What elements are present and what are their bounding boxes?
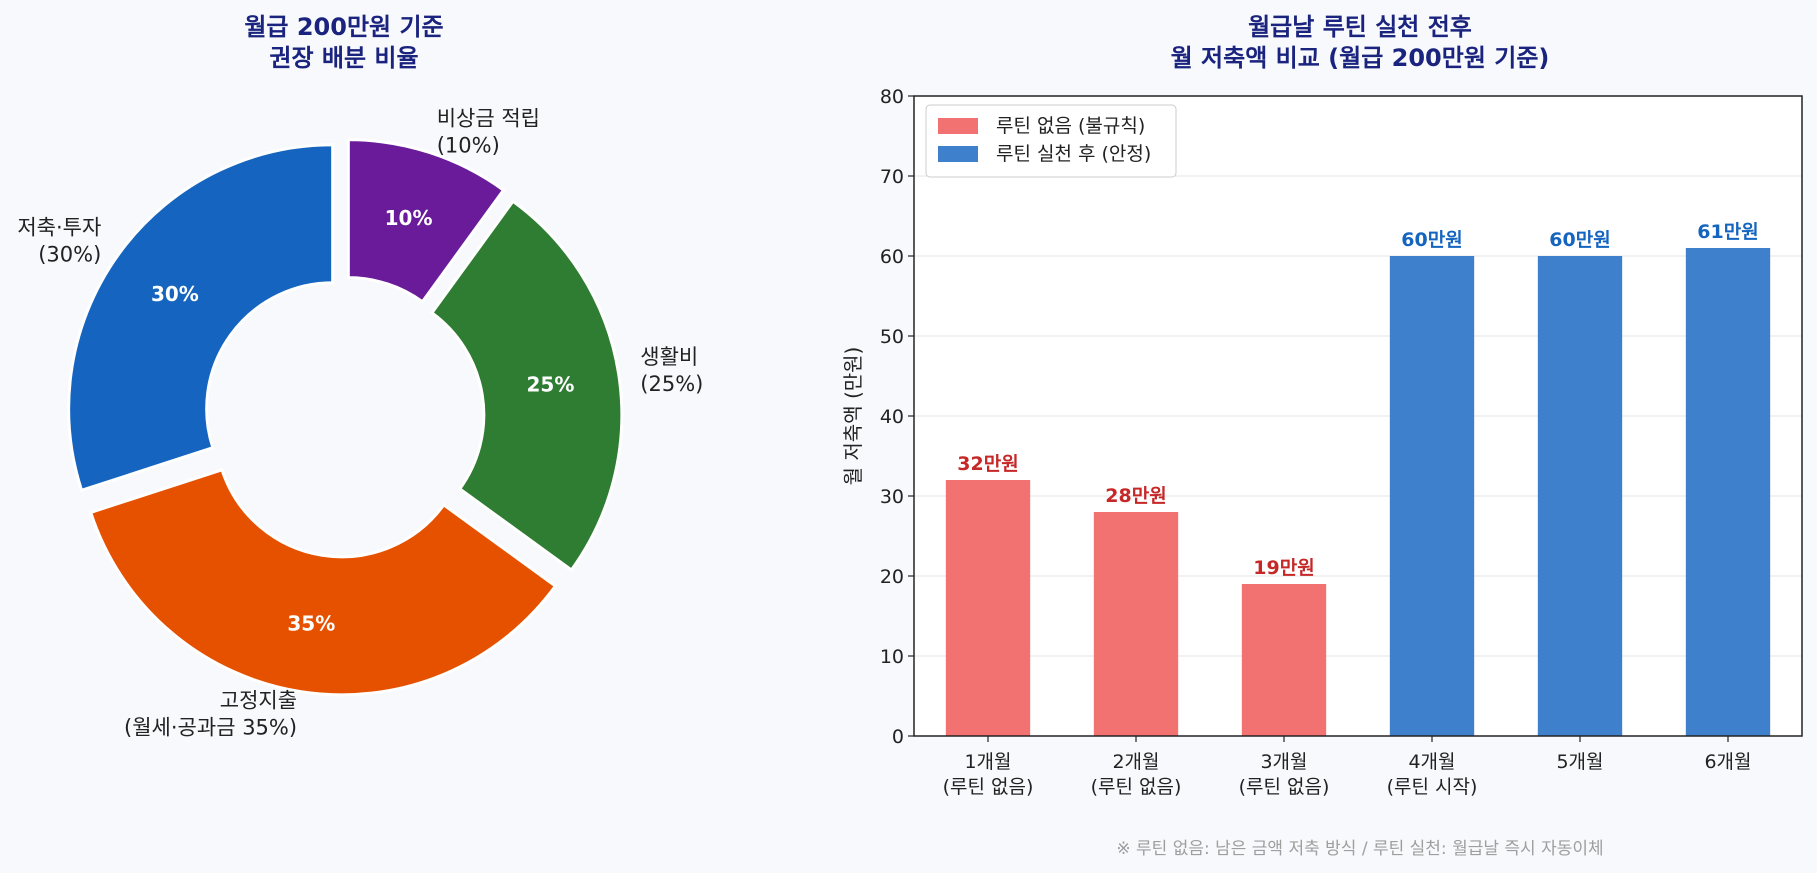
bar-chart-title-line-1: 월급날 루틴 실천 전후 (1248, 13, 1472, 41)
y-tick-label: 40 (880, 406, 904, 428)
bar-value-label: 61만원 (1697, 221, 1758, 243)
y-tick-label: 80 (880, 86, 904, 108)
gridlines (914, 175, 1802, 657)
donut-slice-outer-label: 저축·투자 (30%) (17, 216, 101, 267)
donut-chart: 월급 200만원 기준 권장 배분 비율 10% 비상금 적립 (10%) 25% 생활… (17, 13, 703, 739)
legend-label: 루틴 실천 후 (안정) (996, 143, 1151, 165)
bar (1241, 584, 1327, 736)
y-tick-label: 10 (880, 646, 904, 668)
bar-value-label: 19만원 (1253, 557, 1314, 579)
y-axis-label: 월 저축액 (만원) (841, 347, 865, 486)
bar (945, 480, 1031, 736)
donut-chart-title-line-1: 월급 200만원 기준 (244, 13, 443, 41)
legend: 루틴 없음 (불규칙) 루틴 실천 후 (안정) (925, 104, 1177, 178)
bar (1389, 256, 1475, 736)
legend-box (925, 104, 1177, 178)
bar-value-label: 60만원 (1401, 229, 1462, 251)
legend-swatch (938, 146, 978, 162)
donut-slices: 10% 비상금 적립 (10%) 25% 생활비 (25%) 35% 고정지출 (월세·공과금 … (17, 107, 703, 740)
axes: 0 10 20 30 40 50 60 70 80 1개월 (루틴 없음) 2개월 (루틴 없음) 3개월… (880, 86, 1752, 798)
x-tick-label: 4개월 (루틴 시작) (1387, 751, 1478, 798)
y-tick-label: 50 (880, 326, 904, 348)
donut-slice-fixed (88, 467, 558, 697)
donut-slice-pct-label: 25% (526, 372, 574, 396)
bar-value-label: 60만원 (1549, 229, 1610, 251)
y-tick-label: 60 (880, 246, 904, 268)
donut-slice-pct-label: 30% (151, 282, 199, 306)
y-tick-label: 30 (880, 486, 904, 508)
donut-slice-savings (67, 143, 335, 493)
bar-value-label: 28만원 (1105, 485, 1166, 507)
donut-slice-outer-label: 비상금 적립 (10%) (437, 107, 540, 158)
donut-slice-pct-label: 10% (385, 206, 433, 230)
donut-slice-pct-label: 35% (287, 611, 335, 635)
bar-chart-title-line-2: 월 저축액 비교 (월급 200만원 기준) (1171, 44, 1550, 72)
x-tick-label: 6개월 (1704, 751, 1751, 773)
bar (1537, 256, 1623, 736)
bar-value-label: 32만원 (957, 453, 1018, 475)
x-tick-label: 3개월 (루틴 없음) (1239, 751, 1330, 798)
x-tick-label: 1개월 (루틴 없음) (943, 751, 1034, 798)
donut-chart-title-line-2: 권장 배분 비율 (269, 44, 418, 72)
bar (1093, 512, 1179, 736)
x-tick-label: 5개월 (1556, 751, 1603, 773)
footnote: ※ 루틴 없음: 남은 금액 저축 방식 / 루틴 실천: 월급날 즉시 자동이… (1116, 839, 1603, 859)
bar (1685, 248, 1771, 736)
bar-chart: 월급날 루틴 실천 전후 월 저축액 비교 (월급 200만원 기준) 32만원… (841, 13, 1803, 798)
y-tick-label: 20 (880, 566, 904, 588)
donut-slice-living (429, 199, 624, 573)
legend-swatch (938, 118, 978, 134)
bars: 32만원 28만원 19만원 60만원 60만원 61만원 (945, 221, 1771, 736)
donut-slice-outer-label: 고정지출 (월세·공과금 35%) (124, 688, 297, 739)
y-tick-label: 0 (892, 726, 904, 748)
donut-slice-outer-label: 생활비 (25%) (640, 345, 703, 396)
legend-label: 루틴 없음 (불규칙) (996, 115, 1145, 137)
y-tick-label: 70 (880, 166, 904, 188)
x-tick-label: 2개월 (루틴 없음) (1091, 751, 1182, 798)
donut-slice-emergency (346, 138, 506, 304)
